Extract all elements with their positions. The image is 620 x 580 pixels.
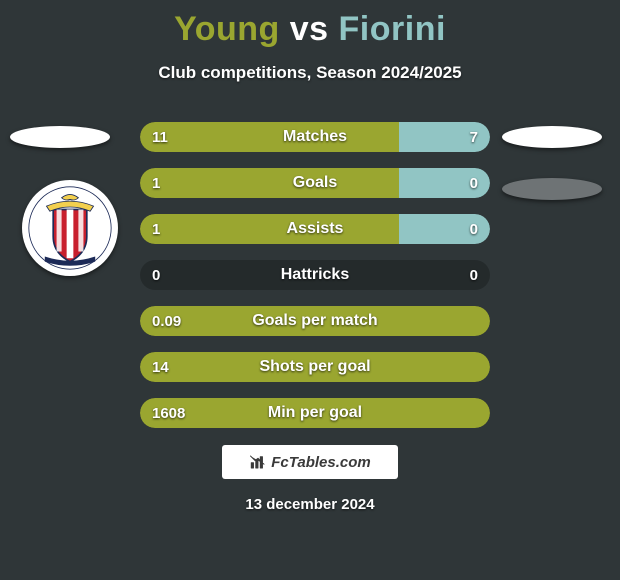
bar-left xyxy=(140,352,490,382)
bar-right xyxy=(399,214,490,244)
bar-right xyxy=(399,122,490,152)
bar-left xyxy=(140,306,490,336)
subtitle: Club competitions, Season 2024/2025 xyxy=(0,63,620,83)
stat-value-left: 0 xyxy=(152,260,160,290)
club-crest xyxy=(22,180,118,276)
title-player2: Fiorini xyxy=(339,10,446,48)
stat-row: Matches117 xyxy=(140,122,490,152)
brand-text: FcTables.com xyxy=(271,454,370,471)
stat-value-right: 0 xyxy=(470,260,478,290)
page-title: Young vs Fiorini xyxy=(0,0,620,49)
brand-chart-icon xyxy=(249,453,267,471)
player2-photo-placeholder-2 xyxy=(502,178,602,200)
stat-row: Goals per match0.09 xyxy=(140,306,490,336)
title-player1: Young xyxy=(174,10,280,48)
stat-row: Min per goal1608 xyxy=(140,398,490,428)
stats-bars: Matches117 Goals10 Assists10 Hattricks0 0 Goa… xyxy=(140,122,490,444)
bar-left xyxy=(140,168,399,198)
player2-photo-placeholder-1 xyxy=(502,126,602,148)
brand-badge[interactable]: FcTables.com xyxy=(222,445,398,479)
player1-photo-placeholder xyxy=(10,126,110,148)
stat-row: Goals10 xyxy=(140,168,490,198)
bar-left xyxy=(140,122,399,152)
bar-left xyxy=(140,398,490,428)
crest-icon xyxy=(28,186,112,270)
date-text: 13 december 2024 xyxy=(0,496,620,513)
bar-right xyxy=(399,168,490,198)
stat-row: Shots per goal14 xyxy=(140,352,490,382)
stat-row: Assists10 xyxy=(140,214,490,244)
infographic-container: Young vs Fiorini Club competitions, Seas… xyxy=(0,0,620,580)
stat-row: Hattricks0 0 xyxy=(140,260,490,290)
bar-left xyxy=(140,214,399,244)
title-vs: vs xyxy=(290,10,329,48)
stat-label: Hattricks xyxy=(140,260,490,290)
